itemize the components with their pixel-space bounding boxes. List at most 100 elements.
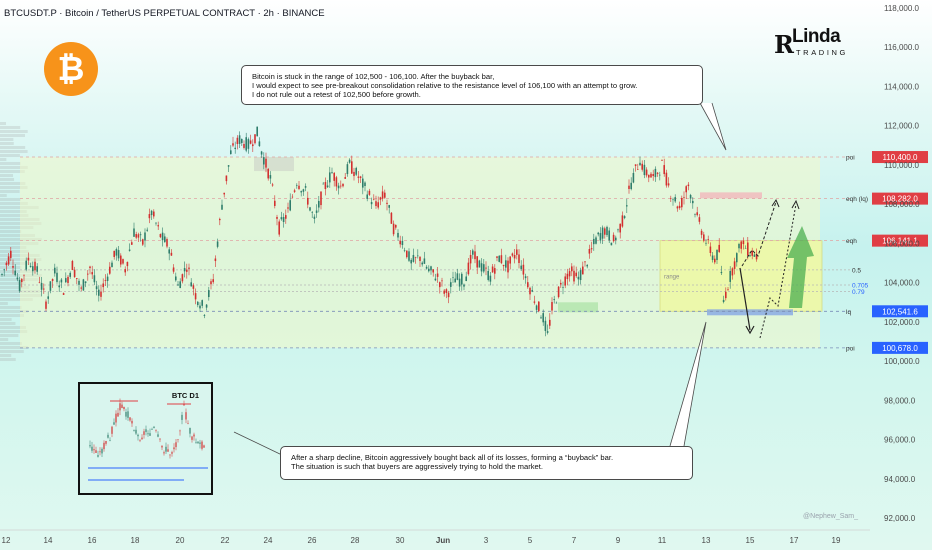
candle-body xyxy=(326,185,329,188)
candle-body xyxy=(417,255,419,257)
inset-candle-body xyxy=(147,433,149,435)
x-tick-label: 28 xyxy=(351,536,360,545)
price-box-label: 108,282.0 xyxy=(882,195,918,204)
candle-body xyxy=(95,286,98,290)
candle-body xyxy=(665,172,668,186)
candle-body xyxy=(177,284,179,286)
candle-body xyxy=(634,164,637,166)
candle-body xyxy=(716,249,718,261)
candle-body xyxy=(645,169,648,176)
candle-body xyxy=(32,266,34,272)
inset-candle-body xyxy=(137,434,139,437)
y-axis: 118,000.0 116,000.0 114,000.0 112,000.0 110,… xyxy=(884,4,920,523)
candle-body xyxy=(674,197,676,202)
inset-pointer xyxy=(233,431,283,462)
candle-body xyxy=(133,228,135,237)
candle-body xyxy=(747,242,749,256)
candle-body xyxy=(403,250,406,251)
volume-profile-bar xyxy=(0,158,7,161)
inset-candle-body xyxy=(201,441,203,449)
candle-body xyxy=(368,190,371,195)
candle-body xyxy=(291,196,294,198)
candle-body xyxy=(256,126,258,137)
candle-body xyxy=(676,206,679,209)
candle-body xyxy=(447,292,450,298)
candle-body xyxy=(304,186,307,188)
candle-body xyxy=(280,217,283,220)
inset-candle-body xyxy=(99,451,101,453)
candle-body xyxy=(593,238,595,245)
candle-body xyxy=(194,293,197,300)
candle-body xyxy=(131,242,133,245)
volume-profile-bar xyxy=(0,206,39,209)
candle-body xyxy=(619,223,621,233)
candle-body xyxy=(172,267,175,272)
x-tick-label: 17 xyxy=(790,536,799,545)
volume-profile-bar xyxy=(0,138,14,141)
candle-body xyxy=(238,135,241,144)
candle-body xyxy=(311,212,313,213)
candle-body xyxy=(672,199,674,201)
inset-candle-body xyxy=(159,438,161,440)
candle-body xyxy=(23,274,25,276)
y-tick-label: 98,000.0 xyxy=(884,396,916,405)
x-tick-label: 24 xyxy=(264,536,273,545)
candle-body xyxy=(76,278,78,279)
candle-body xyxy=(373,198,375,200)
candle-body xyxy=(124,269,126,273)
candle-body xyxy=(560,282,562,285)
candle-body xyxy=(234,147,236,149)
inset-candle-body xyxy=(119,403,121,411)
volume-profile-bar xyxy=(0,242,39,245)
volume-profile-bar xyxy=(0,254,40,257)
volume-profile-bar xyxy=(0,130,28,133)
y-tick-label: 92,000.0 xyxy=(884,514,916,523)
price-box xyxy=(872,341,928,354)
volume-profile-bar xyxy=(0,134,25,137)
candle-body xyxy=(225,175,228,182)
volume-profile-bar xyxy=(0,306,22,309)
candle-body xyxy=(331,172,333,174)
inset-candle-body xyxy=(153,426,155,428)
x-tick-label: 11 xyxy=(658,536,667,545)
candle-body xyxy=(344,177,346,179)
candle-body xyxy=(408,251,410,261)
candle-body xyxy=(425,266,428,269)
candle-body xyxy=(397,232,399,238)
candle-body xyxy=(472,250,474,255)
candle-body xyxy=(535,305,538,310)
candle-body xyxy=(597,232,599,235)
projection-up-arrowhead-1 xyxy=(771,198,780,208)
candle-body xyxy=(164,236,166,243)
volume-profile-bar xyxy=(0,302,8,305)
volume-profile-bar xyxy=(0,290,40,293)
candle-body xyxy=(205,304,208,308)
candle-body xyxy=(120,255,122,265)
range-label: range xyxy=(664,275,680,281)
candle-body xyxy=(3,269,5,271)
y-tick-label: 116,000.0 xyxy=(884,43,920,52)
candle-body xyxy=(709,246,712,254)
level-label: 0.5 xyxy=(852,267,861,274)
candle-body xyxy=(522,264,525,275)
candle-body xyxy=(729,270,731,282)
candle-body xyxy=(725,291,727,299)
volume-profile-bar xyxy=(0,122,6,125)
x-tick-label: 18 xyxy=(131,536,140,545)
candle-body xyxy=(650,173,652,178)
candle-body xyxy=(245,137,247,151)
inset-candle-body xyxy=(123,406,125,410)
candle-body xyxy=(502,264,505,267)
candle-body xyxy=(7,256,10,265)
candle-body xyxy=(670,198,672,199)
candle-body xyxy=(208,290,210,298)
candle-body xyxy=(267,168,269,179)
candle-body xyxy=(436,273,439,277)
inset-candle-body xyxy=(91,446,93,451)
candle-body xyxy=(309,207,311,211)
candle-body xyxy=(399,241,401,245)
candle-body xyxy=(249,140,252,144)
projection-up-path-2 xyxy=(759,203,797,339)
candle-body xyxy=(430,266,432,271)
